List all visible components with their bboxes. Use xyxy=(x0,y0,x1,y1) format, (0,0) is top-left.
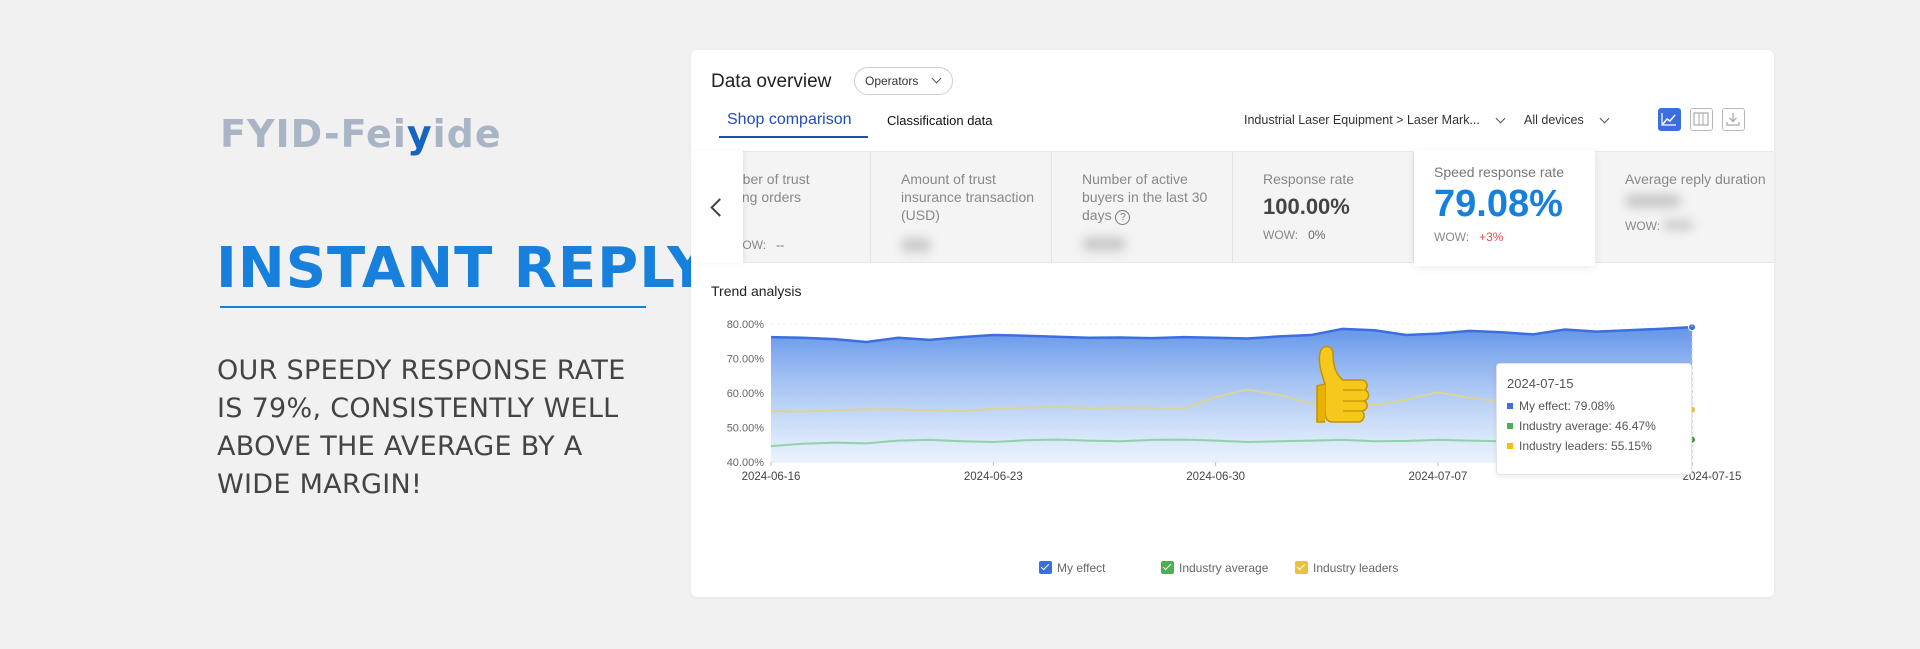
legend-my-effect[interactable]: My effect xyxy=(1039,561,1105,575)
metric-wow: WOW: 0% xyxy=(1263,228,1413,242)
legend-label: Industry leaders xyxy=(1313,561,1399,575)
metric-label: Speed response rate xyxy=(1434,164,1564,180)
blurred-value xyxy=(1625,194,1681,208)
tooltip-row-label: Industry average: 46.47% xyxy=(1519,419,1656,433)
legend-label: My effect xyxy=(1057,561,1106,575)
device-filter[interactable]: All devices xyxy=(1524,113,1612,127)
tooltip-date: 2024-07-15 xyxy=(1507,376,1574,391)
metric-label: Average reply duration xyxy=(1625,171,1766,187)
metric-label: Amount of trust insurance transaction (U… xyxy=(901,171,1035,223)
metric-label: Number of active buyers in the last 30 d… xyxy=(1082,171,1208,223)
category-filter[interactable]: Industrial Laser Equipment > Laser Mark.… xyxy=(1244,113,1508,127)
checkbox-icon xyxy=(1039,561,1052,574)
tooltip-row-label: Industry leaders: 55.15% xyxy=(1519,439,1652,453)
metric-trust-amount: Amount of trust insurance transaction (U… xyxy=(871,152,1052,262)
x-tick-label: 2024-06-30 xyxy=(1186,471,1245,483)
y-tick-label: 40.00% xyxy=(727,457,765,469)
wow-value: +3% xyxy=(1479,230,1504,244)
series-line xyxy=(770,325,1693,344)
chevron-down-icon xyxy=(1599,113,1610,124)
chevron-left-icon xyxy=(710,198,729,217)
tab-shop-comparison[interactable]: Shop comparison xyxy=(727,111,852,128)
logo-text-a: FYID-Fei xyxy=(220,112,407,156)
line-chart-view-button[interactable] xyxy=(1658,108,1681,131)
metric-label: Response rate xyxy=(1263,171,1355,187)
x-tick-label: 2024-06-16 xyxy=(742,471,801,483)
metric-average-reply-duration: Average reply duration WOW: xyxy=(1595,152,1774,262)
tooltip-row: Industry average: 46.47% xyxy=(1507,419,1681,433)
legend-industry-leaders[interactable]: Industry leaders xyxy=(1295,561,1398,575)
columns-icon xyxy=(1693,112,1709,126)
line-chart-icon xyxy=(1661,113,1676,126)
wow-label: WOW: xyxy=(1434,230,1470,244)
download-icon xyxy=(1726,113,1740,126)
metric-value: 100.00% xyxy=(1263,194,1350,219)
metric-wow: WOW: +3% xyxy=(1434,230,1595,244)
wow-label: WOW: xyxy=(1263,228,1299,242)
metrics-strip: mber of trust ding orders WOW: -- Amount … xyxy=(691,150,1774,266)
x-tick-label: 2024-07-07 xyxy=(1409,471,1468,483)
logo-text-c: ide xyxy=(432,112,502,156)
chart-tooltip: 2024-07-15 My effect: 79.08% Industry av… xyxy=(1496,363,1692,475)
headline: INSTANT REPLY xyxy=(216,236,709,301)
y-tick-label: 70.00% xyxy=(727,354,765,366)
series-dot xyxy=(1507,443,1513,449)
trend-chart: 80.00% 70.00% 60.00% 50.00% 40.00% 2024-06-16… xyxy=(727,319,1742,483)
category-filter-label: Industrial Laser Equipment > Laser Mark.… xyxy=(1244,113,1480,127)
blurred-value xyxy=(1082,237,1126,251)
wow-value: 0% xyxy=(1308,228,1326,242)
tagline: OUR SPEEDY RESPONSE RATE IS 79%, CONSIST… xyxy=(217,355,626,500)
metric-wow: WOW: -- xyxy=(731,238,870,252)
y-tick-label: 80.00% xyxy=(727,319,765,331)
chevron-down-icon xyxy=(1495,113,1506,124)
thumbs-up-icon xyxy=(1316,345,1370,423)
metric-value-highlight: 79.08% xyxy=(1434,183,1563,225)
metric-active-buyers: Number of active buyers in the last 30 d… xyxy=(1052,152,1233,262)
tooltip-row: Industry leaders: 55.15% xyxy=(1507,439,1681,453)
help-icon[interactable]: ? xyxy=(1115,210,1131,225)
logo-text-accent: y xyxy=(406,112,433,156)
brand-logo: FYID-Feiyide xyxy=(220,112,502,156)
y-tick-label: 60.00% xyxy=(727,388,765,400)
active-tab-indicator xyxy=(719,136,868,138)
tab-classification-data[interactable]: Classification data xyxy=(887,113,993,128)
x-tick-label: 2024-07-15 xyxy=(1683,471,1742,483)
metric-label: mber of trust ding orders xyxy=(731,171,810,205)
download-button[interactable] xyxy=(1722,108,1745,131)
checkbox-icon xyxy=(1295,561,1308,574)
operators-select-label: Operators xyxy=(865,74,919,88)
legend-label: Industry average xyxy=(1179,561,1269,575)
columns-view-button[interactable] xyxy=(1690,108,1713,131)
metrics-prev-button[interactable] xyxy=(691,151,743,263)
metric-speed-response-rate: Speed response rate 79.08% WOW: +3% xyxy=(1414,150,1595,266)
series-dot xyxy=(1507,423,1513,429)
operators-select[interactable]: Operators xyxy=(854,67,954,95)
wow-value: -- xyxy=(776,238,785,252)
my-effect-area xyxy=(771,327,1692,462)
headline-underline xyxy=(220,306,646,308)
chevron-down-icon xyxy=(931,73,942,84)
metric-response-rate: Response rate 100.00% WOW: 0% xyxy=(1233,152,1414,262)
checkbox-icon xyxy=(1161,561,1174,574)
series-dot xyxy=(1507,403,1513,409)
y-tick-label: 50.00% xyxy=(727,423,765,435)
x-tick-label: 2024-06-23 xyxy=(964,471,1023,483)
wow-label: WOW: xyxy=(1625,219,1661,233)
trend-analysis-title: Trend analysis xyxy=(711,283,802,299)
card-title: Data overview xyxy=(711,71,832,92)
data-overview-card: Data overview Operators Shop comparison … xyxy=(691,50,1774,597)
device-filter-label: All devices xyxy=(1524,113,1584,127)
legend-industry-average[interactable]: Industry average xyxy=(1161,561,1268,575)
tooltip-row-label: My effect: 79.08% xyxy=(1519,399,1615,413)
blurred-value xyxy=(1663,220,1694,230)
metric-label-wrap: Number of active buyers in the last 30 d… xyxy=(1082,170,1232,225)
blurred-value xyxy=(901,238,931,252)
tooltip-row: My effect: 79.08% xyxy=(1507,399,1681,413)
metric-wow: WOW: xyxy=(1625,219,1774,233)
